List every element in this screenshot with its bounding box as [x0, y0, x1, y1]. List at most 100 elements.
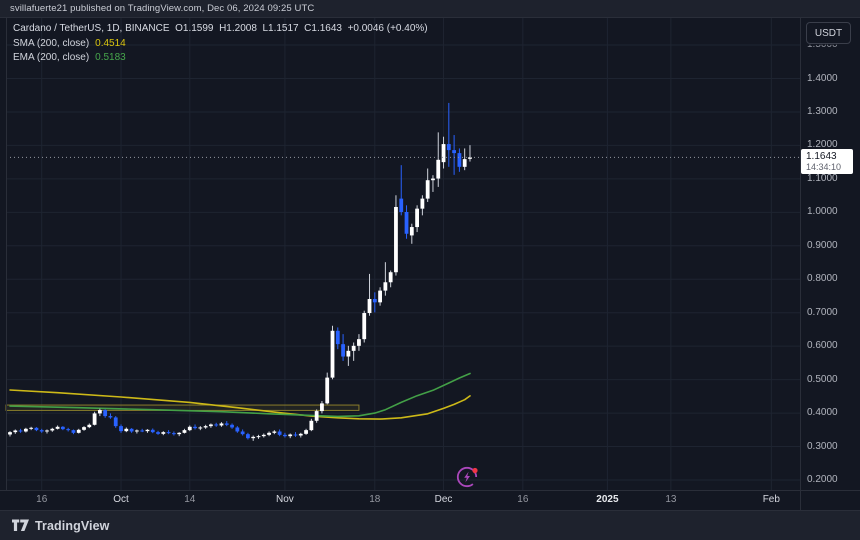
candle-body	[230, 424, 234, 428]
candle-body	[399, 198, 404, 212]
time-axis-label: Nov	[276, 494, 294, 505]
candle-body	[103, 410, 108, 417]
time-axis-label: 16	[36, 494, 48, 505]
candle-body	[145, 429, 150, 432]
candle-body	[457, 153, 462, 167]
candle-body	[452, 150, 457, 154]
candle-body	[441, 144, 446, 163]
time-axis-label: Oct	[113, 494, 129, 505]
candle-body	[468, 157, 472, 159]
candle-body	[330, 330, 335, 378]
ema-legend-row[interactable]: EMA (200, close) 0.5183	[13, 52, 428, 63]
ema-value: 0.5183	[95, 52, 126, 63]
price-axis-label: 0.2000	[807, 474, 838, 485]
candle-body	[156, 432, 160, 434]
candle-body	[277, 431, 282, 435]
symbol-legend-row[interactable]: Cardano / TetherUS, 1D, BINANCE O1.1599 …	[13, 23, 428, 34]
candle-body	[50, 428, 55, 431]
spark-circle	[456, 466, 478, 488]
candle-body	[378, 290, 382, 303]
candle-body	[404, 211, 409, 234]
time-axis-label: Feb	[762, 494, 780, 505]
candle-body	[214, 424, 219, 426]
candle-body	[351, 345, 356, 351]
candle-body	[394, 206, 398, 273]
lightning-bolt-glyph	[464, 471, 470, 483]
last-price-label: 1.1643 14:34:10	[801, 149, 853, 174]
candle-body	[314, 411, 319, 421]
attribution-bar: svillafuerte21 published on TradingView.…	[0, 0, 860, 18]
chart-canvas[interactable]	[0, 18, 800, 510]
candle-body	[187, 426, 192, 431]
candle-body	[415, 208, 419, 228]
sma-legend-row[interactable]: SMA (200, close) 0.4514	[13, 38, 428, 49]
price-axis-label-clipped: 1.5000	[807, 39, 838, 51]
ema-label: EMA (200, close)	[13, 52, 90, 63]
candle-body	[161, 432, 166, 434]
candle-body	[283, 434, 287, 437]
ema-200-line[interactable]	[9, 372, 471, 418]
candle-body	[372, 298, 377, 303]
candle-body	[18, 430, 23, 432]
candle-body	[320, 403, 324, 412]
candle-body	[446, 144, 451, 151]
candle-body	[29, 427, 34, 429]
price-axis-label: 0.3000	[807, 440, 838, 452]
candle-body	[272, 431, 277, 433]
candle-body	[288, 434, 293, 437]
candle-body	[235, 427, 240, 432]
candle-body	[60, 426, 65, 430]
price-axis-label: 0.4000	[807, 407, 838, 419]
candle-body	[240, 431, 245, 435]
candle-body	[425, 180, 430, 199]
price-axis-label: 0.8000	[807, 273, 838, 285]
price-axis[interactable]: 1.4000 1.3000 1.2000 1.1000 1.0000 0.9000 0.80…	[801, 18, 860, 490]
candle-body	[45, 430, 49, 432]
candle-body	[119, 426, 123, 432]
candle-body	[140, 430, 145, 432]
sma-200-line[interactable]	[9, 389, 471, 420]
time-axis-label: 14	[184, 494, 196, 505]
candle-body	[82, 427, 86, 430]
candle-body	[304, 430, 308, 434]
candle-body	[362, 313, 367, 340]
price-axis-label: 1.0000	[807, 206, 838, 218]
candle-body	[108, 416, 113, 418]
tradingview-logo-icon	[12, 519, 29, 531]
candle-body	[8, 432, 12, 435]
candle-body	[182, 430, 187, 433]
pane-left-border	[6, 18, 7, 490]
candle-body	[134, 430, 139, 432]
time-axis-label: 2025	[596, 494, 619, 505]
candle-body	[383, 282, 388, 291]
tradingview-logo-link[interactable]: TradingView	[12, 518, 110, 533]
footer-bar: TradingView	[0, 510, 860, 540]
candle-body	[309, 420, 314, 431]
candle-body	[367, 298, 372, 314]
candle-body	[256, 436, 261, 438]
time-axis-label: 16	[517, 494, 529, 505]
price-axis-label: 1.3000	[807, 105, 838, 117]
sma-label: SMA (200, close)	[13, 37, 90, 49]
attribution-text: svillafuerte21 published on TradingView.…	[10, 3, 315, 14]
time-axis[interactable]: 16 Oct 14 Nov 18 Dec 16 2025 13 Feb	[0, 491, 800, 510]
price-axis-label: 0.7000	[807, 306, 838, 318]
currency-toggle-button[interactable]: USDT	[806, 22, 851, 44]
candle-body	[177, 432, 182, 435]
candle-body	[198, 427, 203, 429]
candle-body	[224, 423, 229, 425]
candle-body	[129, 428, 134, 432]
candle-body	[113, 417, 118, 427]
candle-body	[335, 330, 340, 345]
spark-lightning-icon[interactable]	[454, 463, 480, 489]
candle-body	[298, 433, 303, 436]
change-value: +0.0046 (+0.40%)	[347, 23, 428, 34]
candle-body	[431, 178, 435, 181]
candle-body	[346, 350, 351, 357]
candle-body	[39, 430, 44, 432]
symbol-title: Cardano / TetherUS, 1D, BINANCE	[13, 23, 170, 34]
candle-body	[341, 344, 345, 357]
candle-body	[203, 426, 208, 428]
notification-dot	[472, 467, 478, 474]
